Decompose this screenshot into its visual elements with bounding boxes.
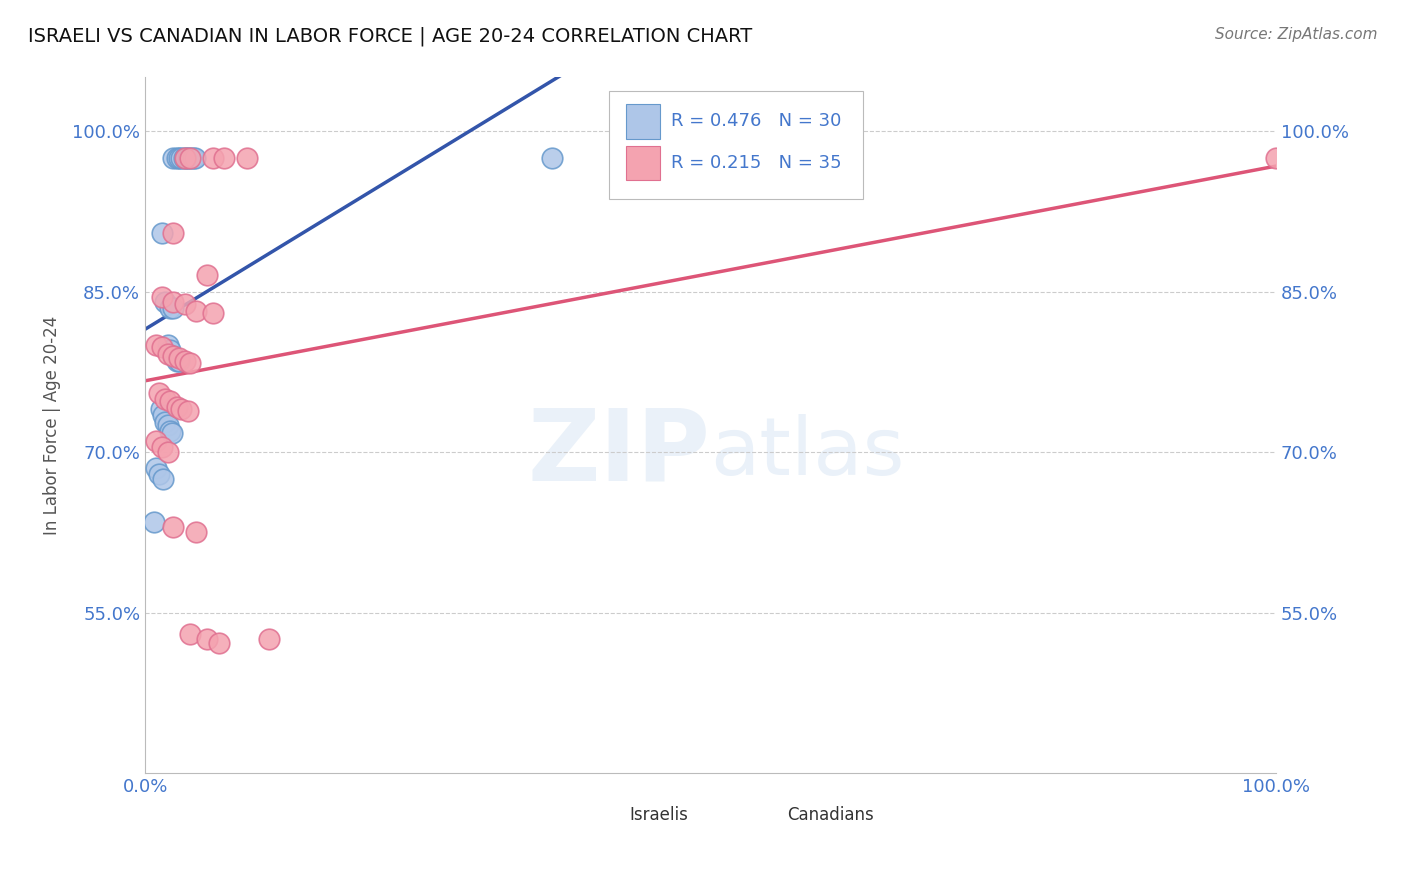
Point bbox=[167, 151, 190, 165]
Point bbox=[173, 297, 195, 311]
Text: R = 0.476   N = 30: R = 0.476 N = 30 bbox=[671, 112, 841, 130]
Point bbox=[143, 515, 166, 529]
Point bbox=[156, 445, 179, 459]
Point bbox=[150, 440, 173, 454]
Bar bbox=[626, 145, 659, 180]
Point bbox=[541, 151, 564, 165]
Point bbox=[207, 635, 229, 649]
Point bbox=[166, 400, 188, 414]
Point bbox=[167, 354, 190, 368]
Point bbox=[179, 356, 201, 370]
Point bbox=[212, 151, 235, 165]
Point bbox=[156, 346, 179, 360]
Point bbox=[184, 303, 207, 318]
Point bbox=[162, 151, 184, 165]
Point bbox=[162, 349, 184, 363]
Point bbox=[173, 151, 195, 165]
Point bbox=[156, 418, 179, 433]
Point bbox=[155, 295, 177, 310]
Text: Source: ZipAtlas.com: Source: ZipAtlas.com bbox=[1215, 27, 1378, 42]
Text: atlas: atlas bbox=[710, 414, 905, 492]
Point bbox=[179, 627, 201, 641]
Point bbox=[145, 434, 167, 449]
Point bbox=[159, 424, 181, 438]
Point bbox=[162, 520, 184, 534]
Point bbox=[167, 351, 190, 365]
Point bbox=[156, 338, 179, 352]
Text: ZIP: ZIP bbox=[527, 405, 710, 501]
Point bbox=[259, 632, 281, 647]
Point bbox=[201, 151, 224, 165]
FancyBboxPatch shape bbox=[609, 91, 863, 199]
Point bbox=[160, 425, 183, 440]
Text: ISRAELI VS CANADIAN IN LABOR FORCE | AGE 20-24 CORRELATION CHART: ISRAELI VS CANADIAN IN LABOR FORCE | AGE… bbox=[28, 27, 752, 46]
Point bbox=[148, 467, 170, 481]
Point bbox=[159, 393, 181, 408]
Point bbox=[150, 340, 173, 354]
Point bbox=[152, 472, 174, 486]
Point bbox=[159, 301, 181, 315]
Point bbox=[145, 461, 167, 475]
Point bbox=[162, 301, 184, 315]
Point bbox=[162, 349, 184, 363]
Point bbox=[152, 408, 174, 422]
Text: Canadians: Canadians bbox=[787, 806, 875, 824]
Point bbox=[162, 295, 184, 310]
Point bbox=[150, 290, 173, 304]
Point bbox=[181, 151, 204, 165]
Point bbox=[174, 151, 197, 165]
Bar bbox=[756, 805, 780, 825]
Point bbox=[162, 226, 184, 240]
Y-axis label: In Labor Force | Age 20-24: In Labor Force | Age 20-24 bbox=[44, 316, 60, 535]
Text: R = 0.215   N = 35: R = 0.215 N = 35 bbox=[671, 154, 842, 172]
Point bbox=[173, 151, 195, 165]
Point bbox=[148, 386, 170, 401]
Point bbox=[179, 151, 201, 165]
Point bbox=[195, 268, 218, 283]
Point bbox=[145, 338, 167, 352]
Text: Israelis: Israelis bbox=[628, 806, 688, 824]
Point bbox=[1265, 151, 1288, 165]
Point bbox=[170, 402, 193, 417]
Point bbox=[166, 151, 188, 165]
Point bbox=[159, 343, 181, 358]
Point bbox=[173, 354, 195, 368]
Point bbox=[155, 392, 177, 406]
Point bbox=[150, 226, 173, 240]
Point bbox=[184, 525, 207, 540]
Point bbox=[201, 306, 224, 320]
Point bbox=[179, 151, 201, 165]
Point bbox=[184, 151, 207, 165]
Point bbox=[177, 404, 200, 418]
Point bbox=[236, 151, 259, 165]
Point bbox=[166, 354, 188, 368]
Bar bbox=[598, 805, 623, 825]
Point bbox=[195, 632, 218, 647]
Point bbox=[149, 402, 172, 417]
Point bbox=[170, 151, 193, 165]
Point bbox=[177, 151, 200, 165]
Point bbox=[155, 415, 177, 429]
Bar bbox=[626, 103, 659, 138]
